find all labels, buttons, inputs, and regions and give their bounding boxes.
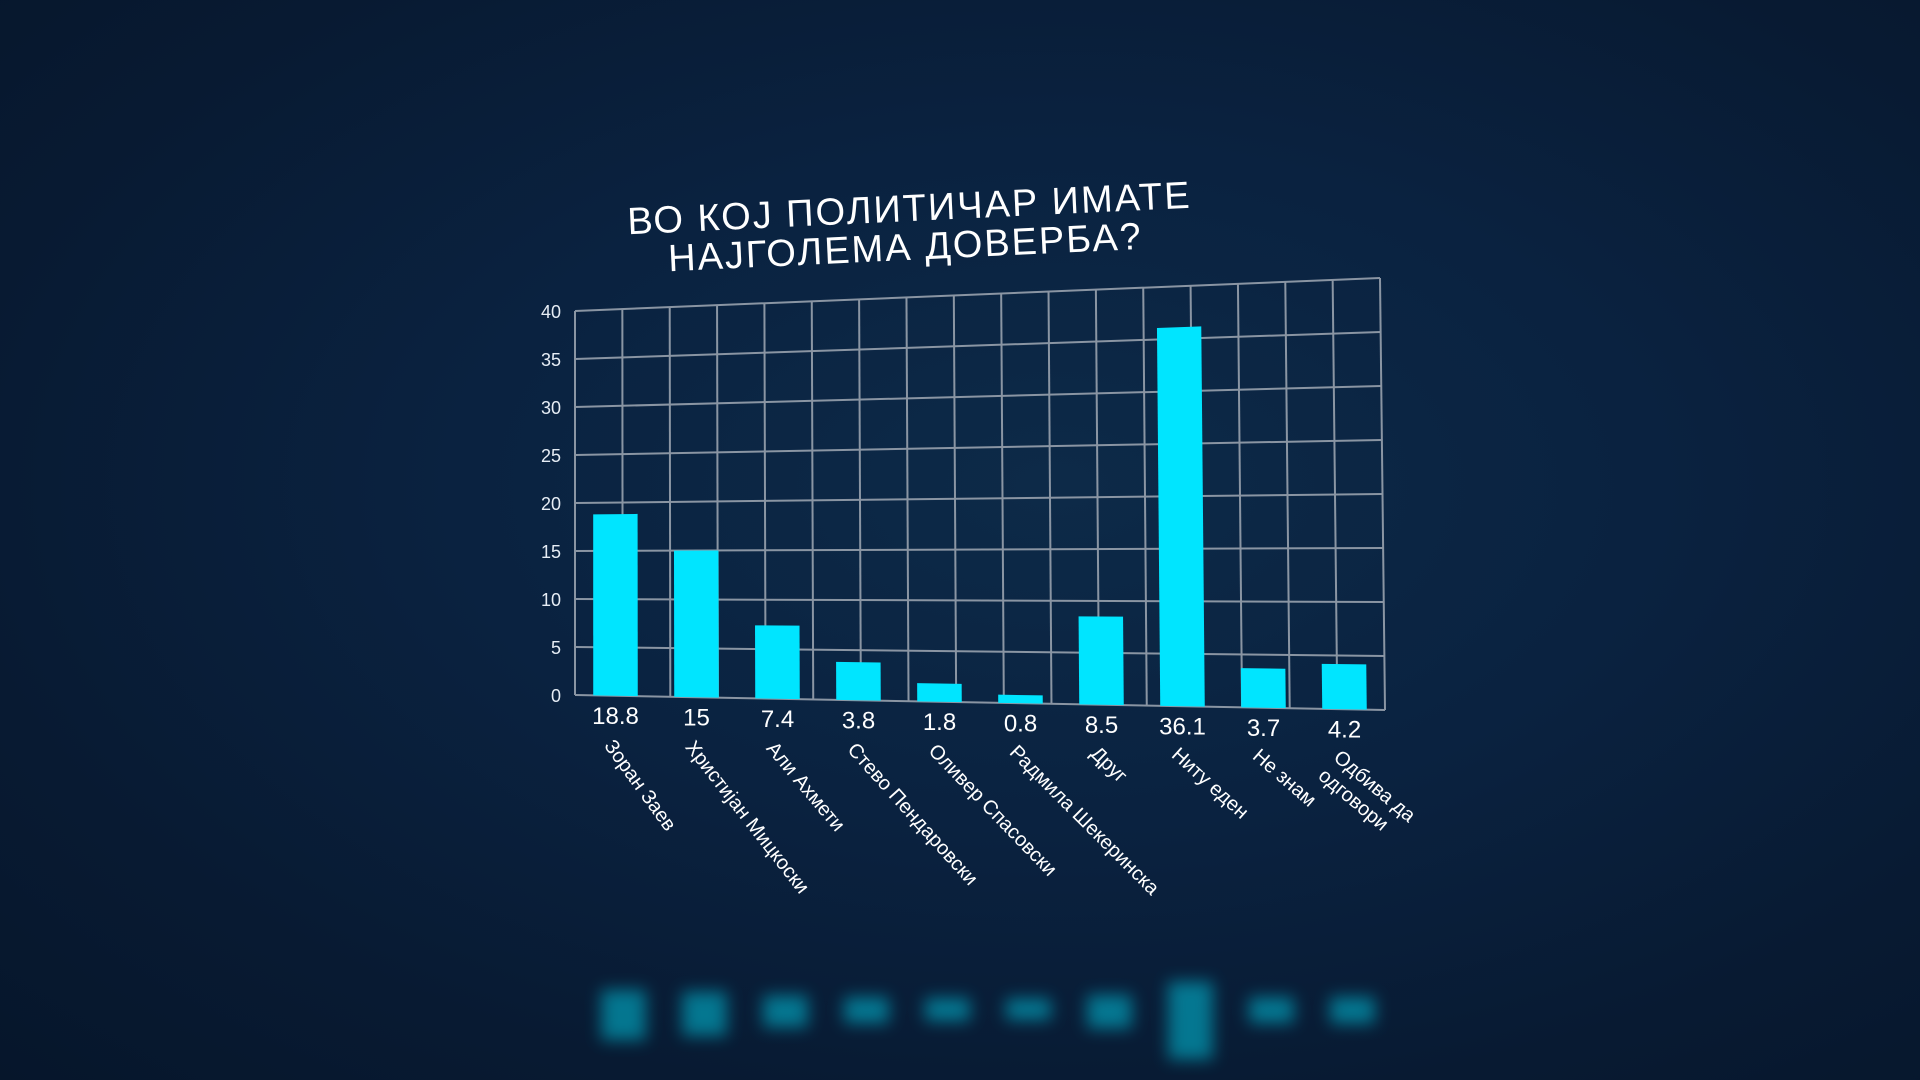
category-label: Ниту еден bbox=[1167, 744, 1252, 824]
y-tick-label: 0 bbox=[551, 686, 561, 706]
value-label: 36.1 bbox=[1159, 713, 1206, 740]
bar-reflection bbox=[1168, 981, 1213, 1060]
y-tick-label: 5 bbox=[551, 638, 561, 658]
bar-reflection bbox=[1087, 994, 1132, 1029]
grid-vline bbox=[1047, 291, 1053, 704]
grid-vline bbox=[905, 297, 910, 702]
grid-hline bbox=[574, 439, 1382, 456]
category-label-text: Ниту еден bbox=[1167, 744, 1252, 824]
bar-reflection bbox=[1249, 997, 1294, 1024]
category-label: Не знам bbox=[1248, 745, 1320, 812]
y-tick-label: 20 bbox=[541, 494, 561, 514]
grid-hline bbox=[574, 277, 1381, 312]
bar bbox=[836, 661, 881, 701]
grid-vline bbox=[1000, 293, 1005, 703]
category-label: Али Ахмети bbox=[762, 738, 849, 836]
bar-reflection bbox=[1006, 998, 1051, 1020]
grid-hline bbox=[574, 331, 1381, 360]
category-label: Радмила Шекеринска bbox=[1005, 741, 1164, 900]
grid-vline bbox=[858, 299, 862, 701]
bar-reflection bbox=[601, 989, 646, 1041]
grid-vline bbox=[810, 301, 815, 700]
bar bbox=[1321, 663, 1367, 710]
grid-hline bbox=[574, 547, 1384, 552]
bar bbox=[1156, 326, 1205, 707]
category-label-text: Али Ахмети bbox=[762, 738, 849, 836]
grid-vline bbox=[1284, 281, 1291, 709]
bar-reflection bbox=[763, 995, 808, 1028]
chart-bars bbox=[593, 326, 1367, 710]
chart-reflection bbox=[601, 981, 1375, 1060]
grid-hline bbox=[574, 385, 1382, 408]
category-label-text: Не знам bbox=[1248, 745, 1320, 812]
y-tick-label: 15 bbox=[541, 542, 561, 562]
bar-reflection bbox=[682, 991, 727, 1036]
category-label-text: Радмила Шекеринска bbox=[1005, 741, 1164, 900]
bar bbox=[1078, 616, 1124, 706]
y-tick-label: 10 bbox=[541, 590, 561, 610]
y-tick-label: 30 bbox=[541, 398, 561, 418]
bar bbox=[673, 550, 719, 698]
bar bbox=[593, 513, 638, 697]
y-tick-label: 35 bbox=[541, 350, 561, 370]
y-tick-label: 40 bbox=[541, 302, 561, 322]
grid-vline bbox=[952, 295, 958, 703]
grid-vline bbox=[1142, 287, 1148, 706]
bar bbox=[998, 694, 1043, 704]
value-label: 3.8 bbox=[842, 707, 875, 734]
bar bbox=[1240, 668, 1286, 709]
grid-vline bbox=[668, 307, 672, 697]
chart-title: ВО КОЈ ПОЛИТИЧАР ИМАТЕ НАЈГОЛЕМА ДОВЕРБА… bbox=[626, 175, 1192, 280]
value-label: 18.8 bbox=[592, 703, 639, 730]
category-label-text: Друг bbox=[1086, 743, 1131, 788]
category-label-text: Зоран Заев bbox=[599, 736, 680, 836]
value-label: 15 bbox=[683, 704, 710, 731]
grid-vline bbox=[1236, 283, 1244, 708]
bar-reflection bbox=[1330, 996, 1375, 1024]
grid-vline bbox=[1331, 279, 1339, 710]
category-label: Друг bbox=[1086, 743, 1131, 788]
y-tick-label: 25 bbox=[541, 446, 561, 466]
value-label: 3.7 bbox=[1247, 715, 1280, 742]
bar-reflection bbox=[844, 997, 889, 1024]
bar-reflection bbox=[925, 998, 970, 1022]
value-labels: 18.8 15 7.4 3.8 1.8 0.8 8.5 36.1 3.7 4.2 bbox=[592, 703, 1361, 744]
category-label: Зоран Заев bbox=[599, 736, 680, 836]
value-label: 1.8 bbox=[923, 709, 956, 736]
value-label: 0.8 bbox=[1004, 710, 1037, 737]
bar bbox=[917, 683, 962, 703]
bar bbox=[755, 625, 800, 700]
grid-vline bbox=[1379, 277, 1386, 711]
value-label: 4.2 bbox=[1328, 716, 1361, 743]
value-label: 8.5 bbox=[1085, 712, 1118, 739]
value-label: 7.4 bbox=[761, 706, 794, 733]
grid-hline bbox=[574, 493, 1383, 504]
y-axis-ticks: 0 5 10 15 20 25 30 35 40 bbox=[541, 302, 561, 706]
